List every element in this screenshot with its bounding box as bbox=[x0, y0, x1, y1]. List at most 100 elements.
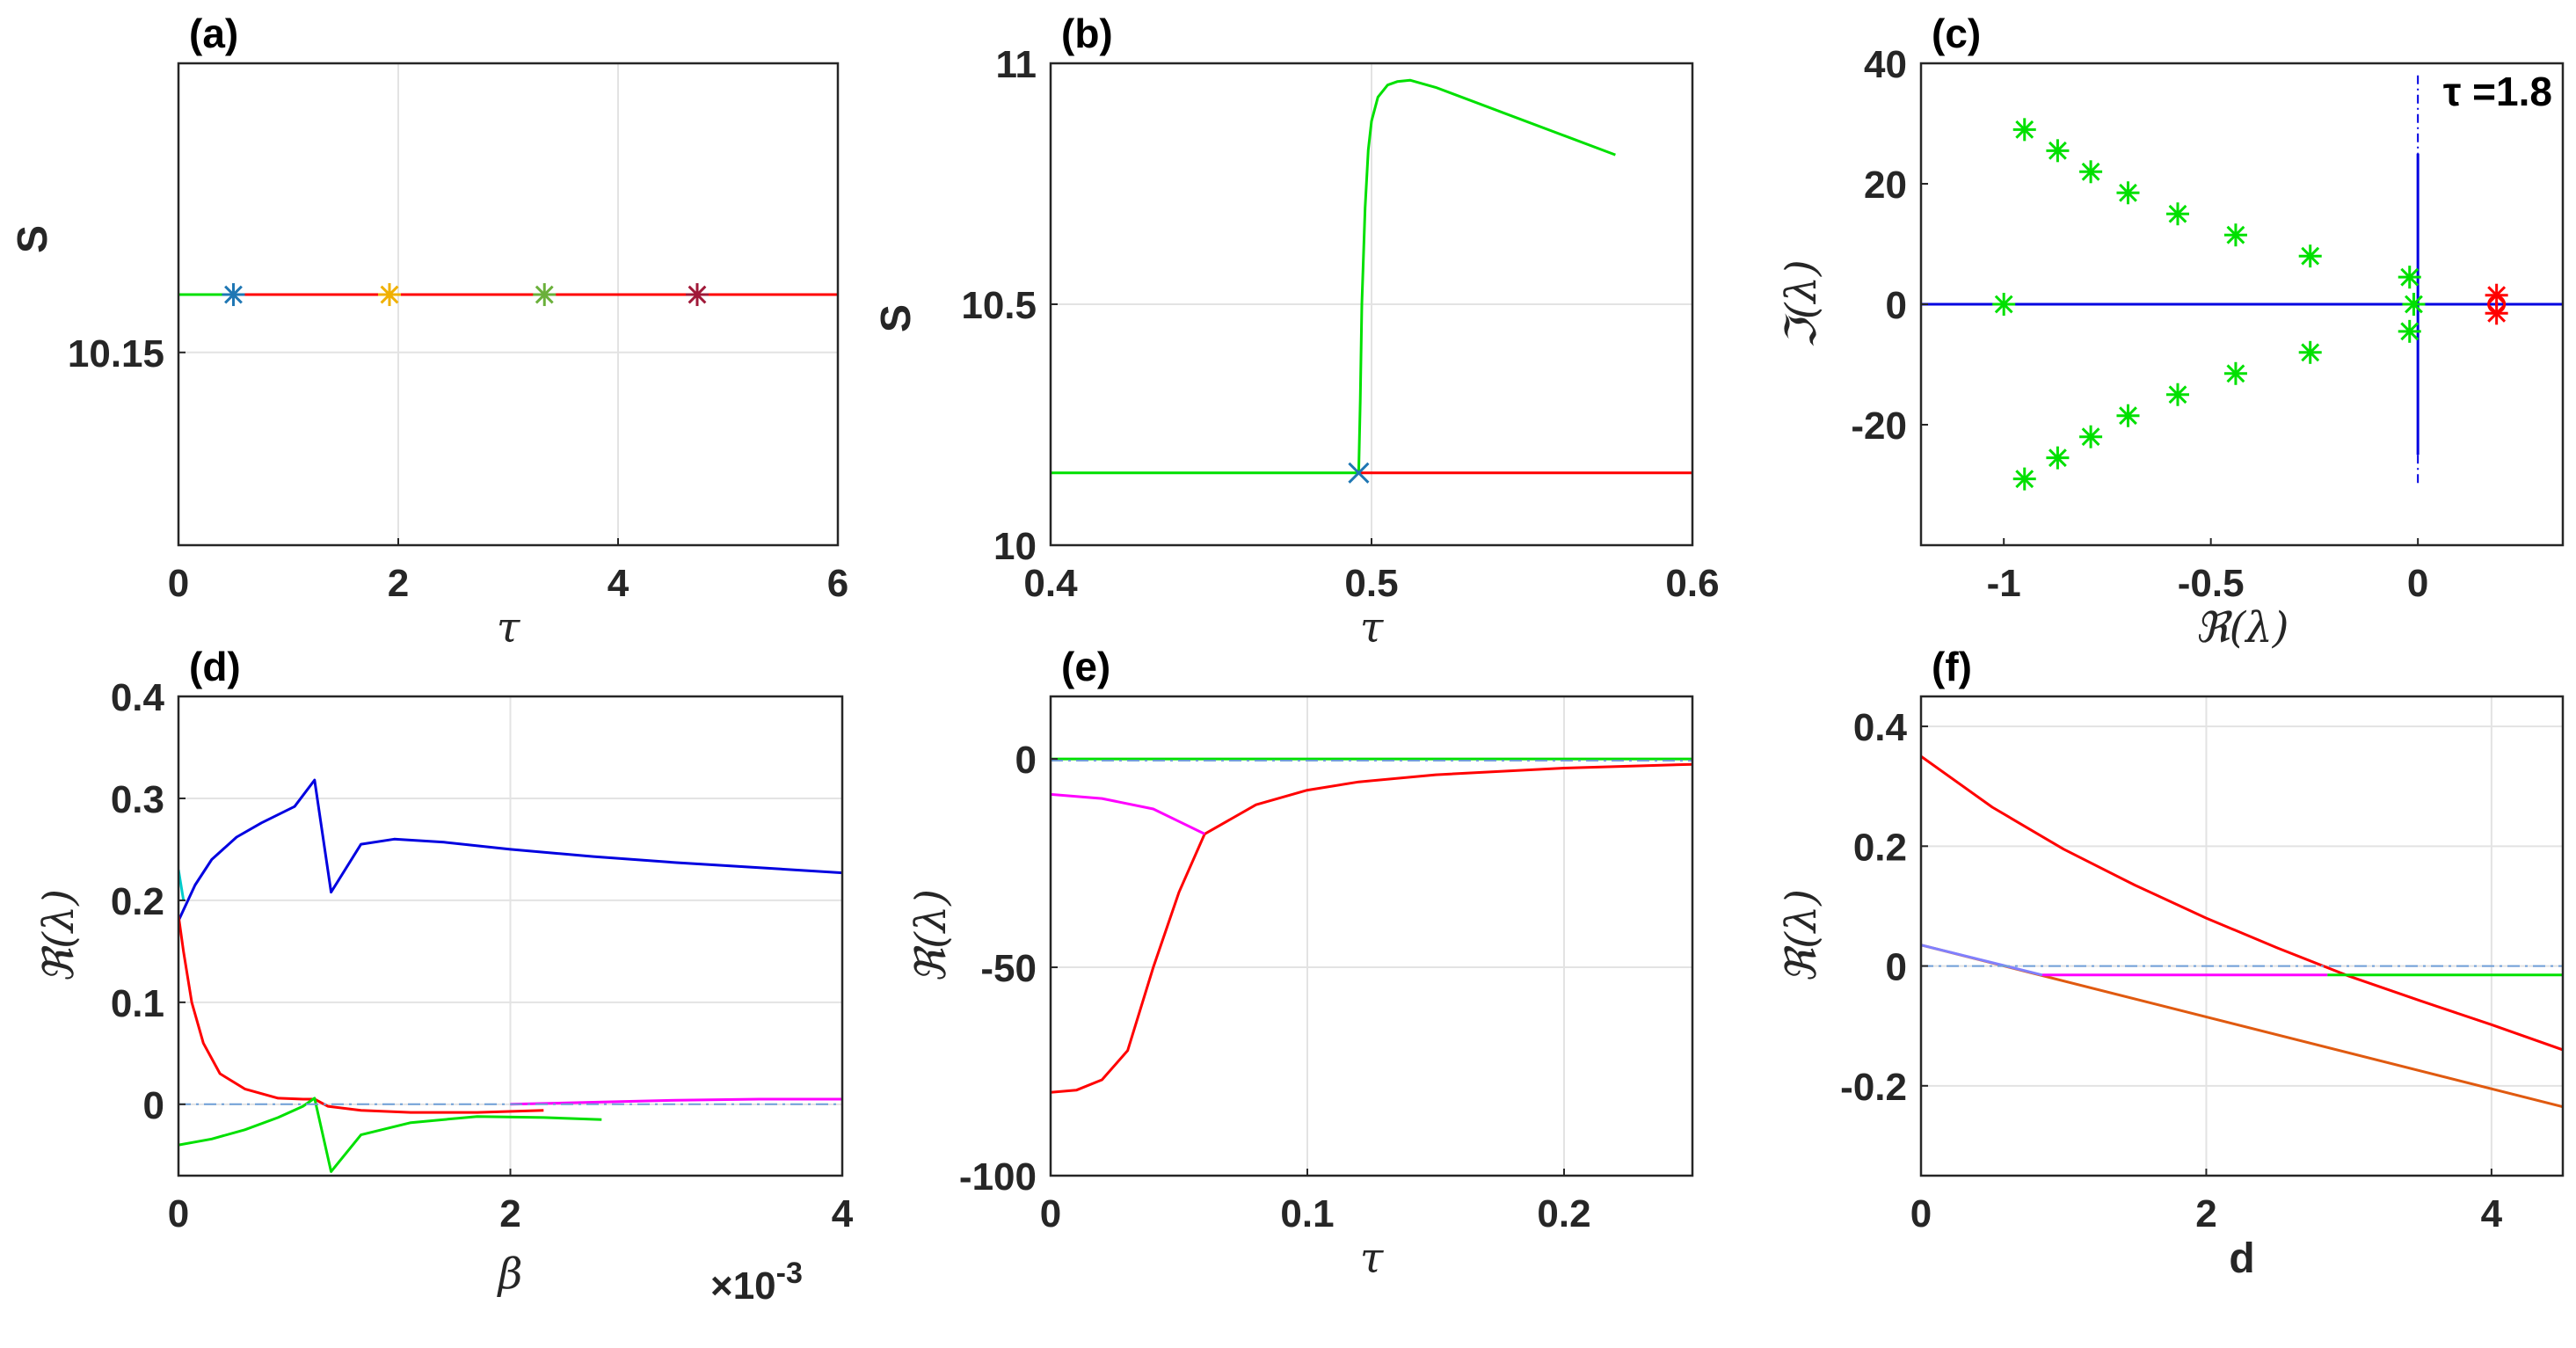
y-tick-label: 10.5 bbox=[961, 284, 1037, 327]
stable-eigenvalue-point bbox=[2402, 293, 2426, 316]
bifurcation-asterisk-marker bbox=[378, 283, 401, 307]
stable-eigenvalue-point bbox=[2298, 244, 2322, 268]
axes-frame bbox=[177, 62, 840, 547]
y-tick-label: 0.1 bbox=[111, 982, 164, 1025]
panel-label: (a) bbox=[189, 11, 238, 56]
axes-frame bbox=[1919, 695, 2565, 1177]
y-tick-label: 0.2 bbox=[1853, 826, 1907, 869]
x-tick-label: 6 bbox=[827, 562, 848, 605]
y-tick-label: 0 bbox=[1886, 946, 1907, 989]
bifurcation-cross-marker bbox=[1348, 462, 1370, 484]
stable-eigenvalue-point bbox=[2116, 404, 2140, 427]
x-axis-label: β bbox=[497, 1250, 523, 1299]
x-tick-label: 0 bbox=[1910, 1192, 1932, 1235]
stable-eigenvalue-point bbox=[2298, 340, 2322, 364]
x-tick-label: 4 bbox=[608, 562, 629, 605]
x-tick-label: 2 bbox=[499, 1192, 520, 1235]
stable-eigenvalue-point bbox=[2046, 139, 2070, 163]
series-red-line bbox=[1921, 754, 2563, 1052]
y-tick-label: 0.2 bbox=[111, 880, 164, 923]
stable-eigenvalue-point bbox=[2398, 319, 2421, 343]
x-tick-label: 2 bbox=[388, 562, 409, 605]
stable-eigenvalue-point bbox=[2012, 467, 2036, 491]
panel-label: (b) bbox=[1061, 11, 1113, 56]
x-tick-label: 0 bbox=[168, 1192, 189, 1235]
y-tick-label: -20 bbox=[1851, 404, 1907, 448]
x-tick-label: 2 bbox=[2195, 1192, 2216, 1235]
bifurcation-asterisk-marker bbox=[686, 283, 709, 307]
y-tick-label: 0 bbox=[143, 1084, 164, 1127]
stable-eigenvalue-point bbox=[2046, 446, 2070, 470]
x-tick-label: 0.2 bbox=[1537, 1192, 1590, 1235]
y-tick-label: 0.4 bbox=[111, 676, 165, 719]
series-periodic-branch-line bbox=[1357, 78, 1616, 473]
plot-area bbox=[178, 778, 842, 1173]
panel-label: (f) bbox=[1932, 644, 1972, 689]
y-tick-label: 0 bbox=[1886, 284, 1907, 327]
x-exponent-label: ×10-3 bbox=[710, 1257, 803, 1308]
stable-eigenvalue-point bbox=[2079, 425, 2103, 448]
stable-eigenvalue-point bbox=[2079, 160, 2103, 184]
x-tick-label: 0 bbox=[168, 562, 189, 605]
series-red-line bbox=[1051, 762, 1692, 1094]
plot-area bbox=[1051, 757, 1692, 1094]
panel-e: 0 0.1 0.2 -100 -50 0 (e) τ ℜ(λ) bbox=[906, 644, 1694, 1283]
stable-eigenvalue-point bbox=[2223, 361, 2247, 385]
x-tick-label: 4 bbox=[832, 1192, 854, 1235]
y-tick-label: -50 bbox=[980, 947, 1037, 990]
stable-eigenvalue-point bbox=[2166, 383, 2189, 406]
x-tick-label: 0.5 bbox=[1344, 562, 1398, 605]
tau-annotation: τ =1.8 bbox=[2443, 69, 2552, 114]
stable-eigenvalue-point bbox=[2166, 202, 2189, 226]
y-tick-label: 10.15 bbox=[68, 332, 164, 375]
panel-label: (c) bbox=[1932, 11, 1981, 56]
x-axis-label: τ bbox=[1360, 603, 1385, 652]
panel-label: (d) bbox=[189, 644, 241, 689]
y-tick-label: 20 bbox=[1864, 164, 1907, 207]
series-blue-line bbox=[178, 778, 842, 922]
plot-area bbox=[1921, 754, 2563, 1109]
y-tick-label: 10 bbox=[993, 525, 1037, 568]
stable-eigenvalue-point bbox=[2012, 118, 2036, 142]
x-axis-label: ℜ(λ) bbox=[2195, 603, 2289, 652]
panel-a: 0 2 4 6 10.15 (a) τ S bbox=[10, 11, 848, 652]
panel-f: 0 2 4 -0.2 0 0.2 0.4 (f) d ℜ(λ) bbox=[1777, 644, 2565, 1282]
stable-eigenvalue-point bbox=[2223, 223, 2247, 247]
y-axis-label: ℜ(λ) bbox=[34, 889, 84, 983]
y-tick-label: 0 bbox=[1015, 739, 1037, 782]
panel-b: 0.4 0.5 0.6 10 10.5 11 (b) τ S bbox=[873, 11, 1720, 652]
plot-area bbox=[178, 283, 838, 307]
x-tick-label: 4 bbox=[2481, 1192, 2503, 1235]
series-green-line bbox=[178, 1097, 602, 1173]
y-tick-label: 0.3 bbox=[111, 778, 164, 821]
plot-area bbox=[1051, 78, 1692, 484]
x-tick-label: 0.4 bbox=[1023, 562, 1078, 605]
x-exponent-power: -3 bbox=[776, 1257, 803, 1290]
series-magenta-line bbox=[510, 1097, 842, 1106]
y-axis-label: ℜ(λ) bbox=[1777, 889, 1826, 983]
stable-eigenvalue-point bbox=[2398, 266, 2421, 289]
x-tick-label: 0.1 bbox=[1280, 1192, 1334, 1235]
y-tick-label: -100 bbox=[959, 1155, 1037, 1199]
series-red-line bbox=[178, 915, 544, 1114]
stable-eigenvalue-point bbox=[1992, 293, 2016, 316]
panel-label: (e) bbox=[1061, 644, 1110, 689]
stable-eigenvalue-point bbox=[2116, 181, 2140, 205]
x-exponent-base: ×10 bbox=[710, 1264, 776, 1308]
series-blue-line bbox=[1921, 944, 2043, 977]
plot-area bbox=[1921, 75, 2563, 491]
bifurcation-asterisk-marker bbox=[222, 283, 245, 307]
x-tick-label: 0 bbox=[1040, 1192, 1061, 1235]
panel-d: 0 2 4 0 0.1 0.2 0.3 0.4 (d) β ℜ(λ) ×10-3 bbox=[34, 644, 854, 1308]
x-tick-label: -1 bbox=[1987, 562, 2021, 605]
bifurcation-asterisk-marker bbox=[533, 283, 557, 307]
x-tick-label: -0.5 bbox=[2178, 562, 2245, 605]
y-axis-label: ℑ(λ) bbox=[1777, 259, 1826, 348]
panel-c: -1 -0.5 0 -20 0 20 40 (c) ℜ(λ) ℑ(λ) τ =1.8 bbox=[1777, 11, 2565, 652]
y-axis-label: S bbox=[10, 225, 56, 253]
x-tick-label: 0 bbox=[2407, 562, 2428, 605]
axes-frame bbox=[1049, 695, 1694, 1177]
y-tick-label: 11 bbox=[995, 43, 1037, 86]
x-tick-label: 0.6 bbox=[1665, 562, 1719, 605]
